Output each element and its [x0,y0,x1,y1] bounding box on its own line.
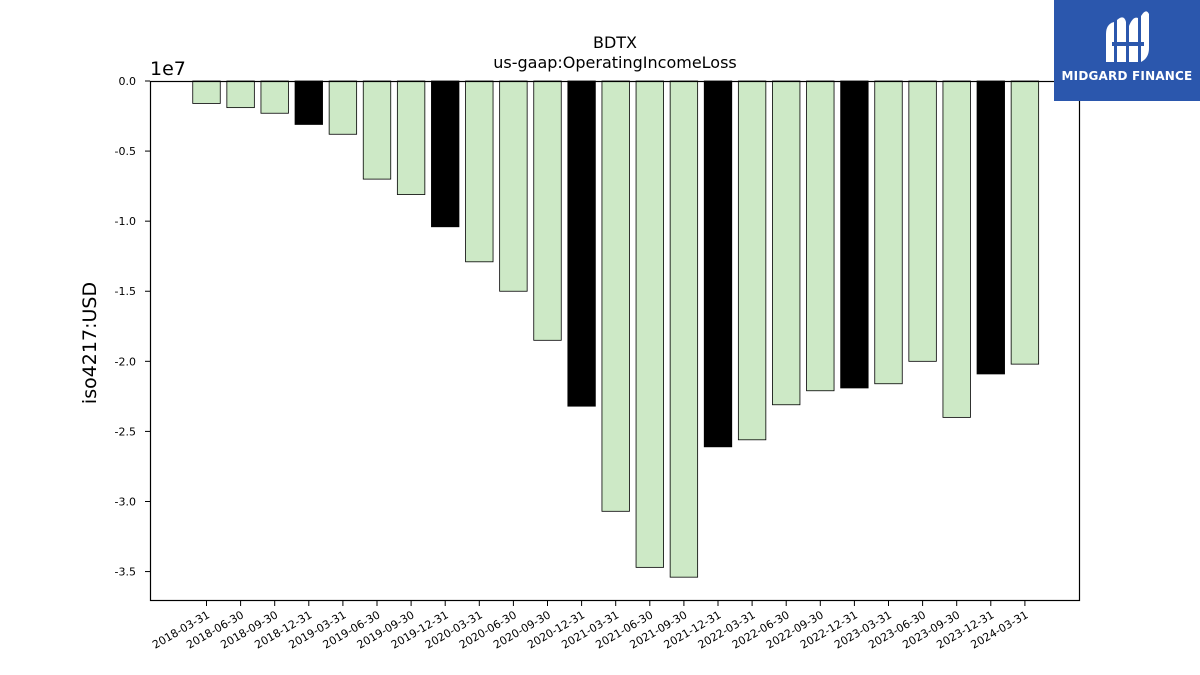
bar-2020-03-31 [465,80,494,263]
y-axis-ticks: 0.0 -0.5 -1.0 -1.5 -2.0 -2.5 -3.0 -3.5 [115,75,150,579]
y-axis-exponent: 1e7 [150,58,186,80]
y-tick-label: -1.0 [115,215,136,228]
bar-2018-09-30 [260,80,289,114]
midgard-finance-logo: MIDGARD FINANCE [1054,0,1200,101]
bar-2021-09-30 [669,80,699,578]
bar-2018-03-31 [192,80,221,104]
y-tick-label: -2.0 [115,355,136,368]
bar-2021-06-30 [635,80,664,568]
bar-2023-03-31 [874,80,903,385]
bar-2022-12-31 [840,80,869,389]
bar-2019-06-30 [362,80,392,180]
bar-2022-09-30 [806,80,835,392]
y-tick-label: -2.5 [115,425,136,438]
bar-2023-09-30 [942,80,971,418]
y-tick-label: -1.5 [115,285,136,298]
bar-2023-12-31 [976,80,1005,375]
plot-frame [149,80,1081,602]
bar-2023-06-30 [908,80,937,362]
x-axis-ticks: 2018-03-312018-06-302018-09-302018-12-31… [150,601,1030,652]
bar-2018-12-31 [294,80,323,125]
bar-2019-09-30 [396,80,426,195]
y-tick-label: -3.5 [115,566,136,579]
bar-2020-12-31 [567,80,596,407]
bars [192,80,1040,578]
chart-title: BDTX [593,33,637,52]
bar-2021-12-31 [703,80,733,448]
bar-2019-03-31 [328,80,358,135]
bar-2018-06-30 [226,80,255,109]
bar-2021-03-31 [601,80,630,512]
chart-subtitle: us-gaap:OperatingIncomeLoss [493,53,737,72]
y-tick-label: -0.5 [115,145,136,158]
y-axis-label: iso4217:USD [79,282,101,404]
bar-2022-03-31 [737,80,767,441]
y-tick-label: -3.0 [115,495,136,508]
logo-mark-icon [1106,11,1149,62]
bar-2024-03-31 [1010,80,1040,365]
bar-2020-06-30 [499,80,528,292]
logo-text: MIDGARD FINANCE [1061,69,1193,83]
bar-2022-06-30 [772,80,801,406]
bar-2019-12-31 [431,80,460,228]
y-tick-label: 0.0 [119,75,137,88]
bar-2020-09-30 [533,80,562,341]
